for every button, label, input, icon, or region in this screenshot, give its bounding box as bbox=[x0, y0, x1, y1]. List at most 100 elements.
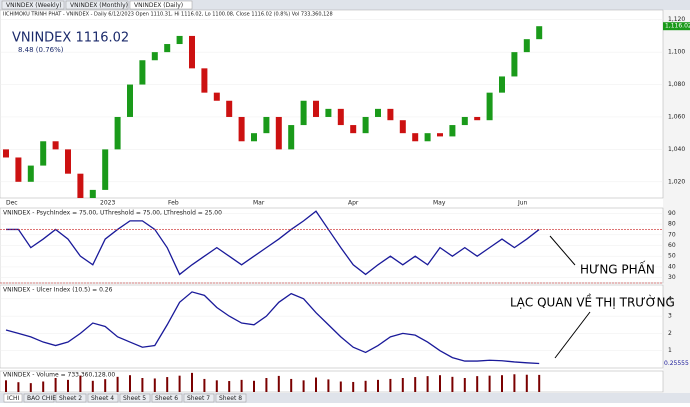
volume-bar bbox=[129, 375, 131, 392]
candle bbox=[449, 125, 456, 137]
candle bbox=[52, 141, 59, 150]
candle bbox=[189, 35, 195, 69]
candle bbox=[362, 116, 369, 134]
candle bbox=[238, 116, 245, 142]
sheet-label[interactable]: ICHI bbox=[7, 395, 19, 402]
candle bbox=[499, 76, 505, 93]
tab-label[interactable]: VNINDEX (Monthly) bbox=[70, 2, 128, 9]
y-tick-label: 1,080 bbox=[668, 81, 685, 88]
sheet-label[interactable]: Sheet 7 bbox=[187, 395, 210, 402]
candle bbox=[251, 133, 257, 142]
sheet-tab[interactable] bbox=[3, 393, 23, 403]
sheet-tab[interactable] bbox=[23, 393, 55, 403]
volume-bar bbox=[352, 381, 355, 392]
panel-title: VNINDEX - Ulcer Index (10.5) = 0.26 bbox=[3, 287, 113, 294]
candle bbox=[424, 133, 431, 142]
volume-bar bbox=[525, 374, 528, 392]
candle bbox=[65, 149, 71, 174]
volume-bar bbox=[178, 375, 181, 392]
volume-bar bbox=[377, 379, 379, 392]
volume-bar bbox=[401, 378, 404, 392]
tab[interactable] bbox=[129, 0, 193, 10]
annotation: LẠC QUAN VỀ THỊ TRƯỜNG bbox=[510, 294, 675, 310]
sheet-label[interactable]: BAO CHIEU bbox=[27, 395, 60, 402]
date-label: Jun bbox=[517, 200, 528, 207]
volume-bar bbox=[488, 375, 491, 392]
y-tick-label: 3 bbox=[668, 313, 672, 320]
y-tick-label: 1 bbox=[668, 347, 672, 354]
volume-bar bbox=[29, 383, 32, 392]
tab-bar bbox=[0, 0, 690, 10]
candle bbox=[461, 116, 468, 126]
volume-bar bbox=[104, 379, 107, 392]
volume-bar bbox=[153, 378, 156, 392]
sheet-tab[interactable] bbox=[119, 393, 151, 403]
panel bbox=[0, 284, 664, 369]
tab[interactable] bbox=[1, 0, 65, 10]
candle bbox=[3, 149, 9, 158]
date-label: Dec bbox=[6, 200, 18, 207]
sheet-tab[interactable] bbox=[183, 393, 215, 403]
volume-bar bbox=[5, 380, 7, 392]
annotation: HƯNG PHẤN bbox=[580, 261, 655, 277]
y-tick-label: 60 bbox=[668, 242, 676, 249]
y-tick-label: 90 bbox=[668, 210, 676, 217]
volume-bar bbox=[253, 380, 255, 392]
candle bbox=[176, 35, 183, 45]
sheet-tab[interactable] bbox=[87, 393, 119, 403]
series-line bbox=[5, 291, 540, 365]
candle bbox=[139, 60, 146, 85]
y-tick-label: 1,040 bbox=[668, 146, 685, 153]
candle bbox=[114, 116, 121, 150]
volume-bar bbox=[67, 379, 69, 392]
candle bbox=[523, 39, 530, 53]
sheet-label[interactable]: Sheet 2 bbox=[59, 395, 82, 402]
candle bbox=[201, 68, 208, 93]
last-value-label: 0.25555 bbox=[664, 360, 689, 367]
sheet-tab[interactable] bbox=[215, 393, 247, 403]
volume-bar bbox=[414, 377, 417, 392]
candle bbox=[350, 125, 357, 134]
price-badge bbox=[663, 22, 690, 31]
volume-bar bbox=[42, 381, 45, 392]
sheet-tab[interactable] bbox=[151, 393, 183, 403]
volume-bar bbox=[17, 382, 20, 392]
y-tick-label: 1,020 bbox=[668, 178, 685, 185]
candle bbox=[387, 108, 394, 121]
tab[interactable] bbox=[65, 0, 129, 10]
panel-title: VNINDEX - Volume = 733,360,128.00 bbox=[3, 372, 115, 379]
volume-bar bbox=[240, 379, 243, 392]
volume-bar bbox=[339, 381, 342, 392]
candle bbox=[337, 108, 344, 126]
candle bbox=[399, 120, 406, 134]
volume-bar bbox=[166, 377, 169, 392]
volume-bar bbox=[463, 378, 466, 392]
volume-bar bbox=[327, 379, 330, 392]
candle bbox=[437, 133, 443, 137]
volume-bar bbox=[54, 378, 57, 392]
volume-bar bbox=[79, 375, 82, 392]
volume-bar bbox=[451, 376, 454, 392]
volume-bar bbox=[302, 380, 305, 392]
candle bbox=[325, 108, 332, 117]
volume-bar bbox=[116, 376, 119, 392]
sheet-tab[interactable] bbox=[55, 393, 87, 403]
sheet-label[interactable]: Sheet 8 bbox=[219, 395, 242, 402]
volume-bar bbox=[426, 376, 429, 392]
y-tick-label: 4 bbox=[668, 295, 672, 302]
quote-name: VNINDEX 1116.02 bbox=[12, 31, 129, 46]
sheet-label[interactable]: Sheet 6 bbox=[155, 395, 178, 402]
arrow bbox=[549, 235, 576, 266]
candle bbox=[313, 100, 319, 117]
sheet-label[interactable]: Sheet 5 bbox=[123, 395, 146, 402]
candle bbox=[27, 165, 34, 182]
sheet-label[interactable]: Sheet 4 bbox=[91, 395, 114, 402]
candle bbox=[300, 100, 307, 126]
tab-label[interactable]: VNINDEX (Daily) bbox=[134, 2, 183, 9]
y-tick-label: 70 bbox=[668, 231, 676, 238]
volume-bar bbox=[91, 380, 94, 392]
candle bbox=[151, 52, 158, 61]
tab-label[interactable]: VNINDEX (Weekly) bbox=[6, 2, 62, 9]
